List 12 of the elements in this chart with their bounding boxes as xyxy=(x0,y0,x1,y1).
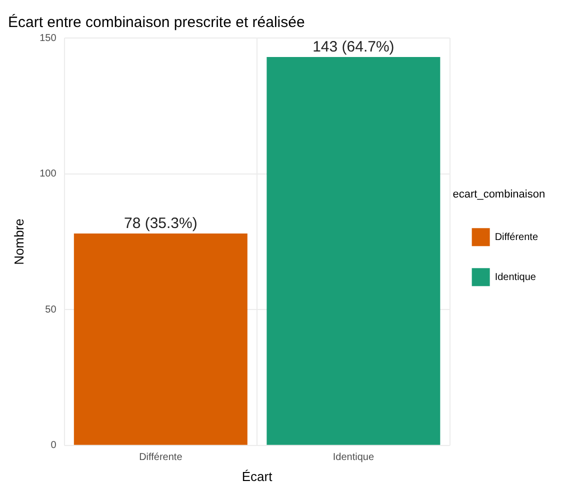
chart-title: Écart entre combinaison prescrite et réalisée xyxy=(8,13,305,32)
data-label: 143 (64.7%) xyxy=(312,38,394,56)
data-label: 78 (35.3%) xyxy=(124,215,198,232)
legend-label: Différente xyxy=(494,232,538,243)
x-axis-title: Écart xyxy=(242,468,273,484)
y-tick-label: 0 xyxy=(50,440,57,452)
y-tick-label: 150 xyxy=(40,32,57,44)
y-axis-title: Nombre xyxy=(11,218,26,265)
y-tick-label: 100 xyxy=(40,168,57,180)
legend-title: ecart_combinaison xyxy=(452,188,546,200)
y-tick-label: 50 xyxy=(45,304,57,316)
legend-label: Identique xyxy=(494,272,536,283)
